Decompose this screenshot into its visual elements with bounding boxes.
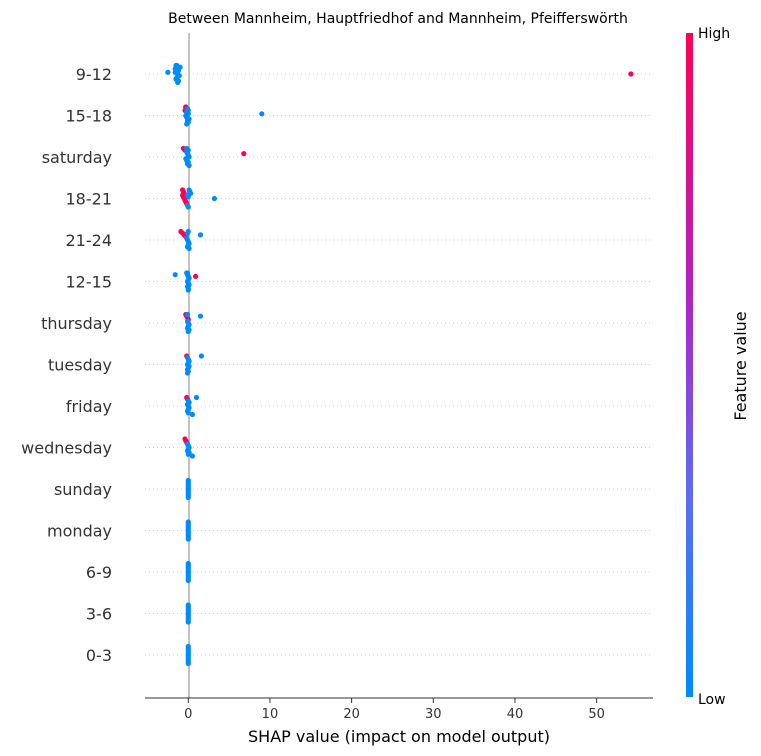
x-axis-title: SHAP value (impact on model output)	[248, 727, 550, 746]
data-points	[165, 62, 634, 667]
shap-point	[185, 451, 191, 457]
x-ticks: 0 10 20 30 40 50	[184, 698, 605, 722]
feature-label: 12-15	[66, 273, 113, 292]
shap-point	[197, 313, 204, 319]
feature-label: friday	[66, 397, 112, 416]
feature-label: sunday	[54, 480, 112, 499]
shap-point	[185, 194, 191, 200]
x-tick-label: 0	[184, 707, 192, 722]
feature-label: thursday	[41, 314, 112, 333]
colorbar-high-label: High	[698, 26, 730, 42]
shap-point	[193, 394, 200, 401]
feature-label: tuesday	[48, 356, 112, 375]
feature-label: monday	[47, 522, 112, 541]
shap-point	[185, 328, 191, 335]
shap-point	[198, 353, 204, 359]
row-guides	[145, 73, 653, 656]
shap-point	[184, 270, 191, 276]
feature-label: 18-21	[66, 190, 113, 209]
shap-point	[197, 232, 204, 238]
shap-point	[184, 121, 190, 127]
shap-point	[185, 287, 191, 293]
x-tick-label: 40	[507, 707, 524, 722]
shap-point	[241, 151, 247, 157]
shap-point	[165, 69, 171, 75]
shap-point	[185, 660, 191, 667]
feature-label: 3-6	[86, 605, 112, 624]
feature-label: 9-12	[76, 65, 112, 84]
shap-point	[184, 370, 191, 376]
shap-point	[184, 149, 191, 155]
shap-point	[172, 272, 178, 278]
shap-point	[184, 311, 191, 318]
feature-label: saturday	[42, 148, 112, 167]
shap-point	[185, 410, 191, 416]
shap-point	[184, 230, 191, 236]
shap-point	[259, 111, 265, 117]
feature-labels: 9-12 15-18 saturday 18-21 21-24 12-15 thursday…	[21, 65, 112, 665]
x-tick-label: 50	[588, 707, 605, 722]
shap-point	[184, 109, 190, 115]
x-tick-label: 20	[343, 707, 360, 722]
shap-point	[186, 245, 192, 252]
feature-label: 0-3	[86, 646, 112, 665]
shap-point	[211, 195, 217, 202]
shap-point	[185, 536, 191, 542]
colorbar-low-label: Low	[698, 692, 726, 708]
feature-label: 21-24	[66, 231, 113, 250]
shap-point	[186, 162, 192, 169]
shap-point	[628, 71, 634, 77]
feature-label: 6-9	[86, 563, 112, 582]
shap-point	[193, 273, 199, 279]
x-tick-label: 30	[425, 707, 442, 722]
shap-point	[185, 577, 191, 584]
chart-title: Between Mannheim, Hauptfriedhof and Mann…	[168, 11, 628, 27]
shap-point	[189, 411, 195, 418]
feature-label: 15-18	[66, 107, 113, 126]
colorbar-title: Feature value	[731, 311, 750, 420]
shap-point	[175, 68, 181, 74]
shap-point	[185, 494, 191, 501]
feature-label: wednesday	[21, 439, 112, 458]
shap-point	[185, 619, 191, 625]
shap-point	[189, 453, 195, 459]
shap-point	[175, 79, 181, 86]
colorbar	[686, 33, 693, 697]
shap-point	[185, 204, 191, 210]
x-tick-label: 10	[262, 707, 279, 722]
